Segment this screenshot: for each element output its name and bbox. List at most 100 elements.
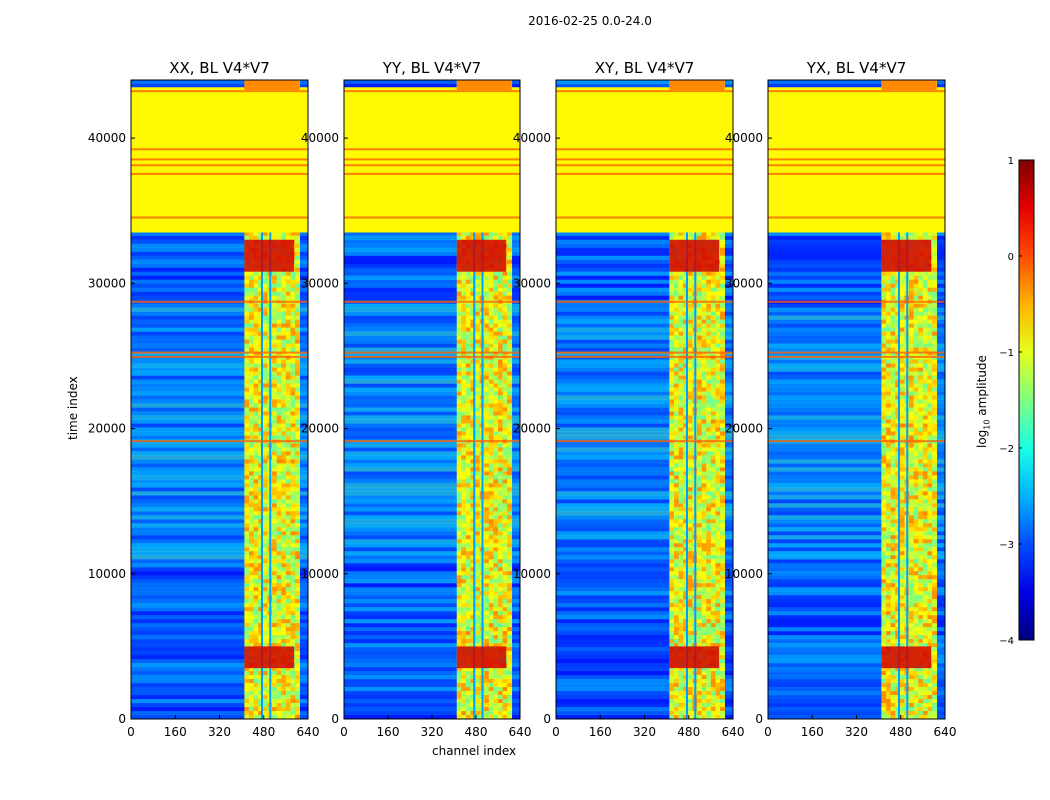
heatmap-band-cell [461,323,467,328]
heatmap-band-cell [295,363,301,368]
heatmap-band-cell [488,715,494,720]
heatmap-band-cell [295,427,301,432]
heatmap-row [556,243,733,249]
heatmap-band-cell [502,519,508,524]
heatmap-band-cell [295,395,301,400]
heatmap-band-cell [295,331,301,336]
heatmap-row [344,683,520,688]
heatmap-band-cell [285,571,291,576]
heatmap-band-cell [249,431,254,436]
heatmap-band-cell [456,395,462,400]
heatmap-row [344,80,520,85]
heatmap-row [344,387,520,392]
heatmap-band-cell [488,315,494,320]
heatmap-band-cell [276,287,282,292]
heatmap-row [131,555,308,560]
heatmap-band-cell [249,367,254,372]
heatmap-band-cell [249,407,254,412]
heatmap-band-cell [475,683,480,688]
heatmap-band-cell [276,539,282,544]
heatmap-band-cell [493,519,499,524]
heatmap-band-cell [502,699,508,704]
heatmap-band-cell [507,539,513,544]
heatmap-row [131,619,308,624]
heatmap-band-cell [262,479,268,484]
heatmap-row [131,347,308,352]
heatmap-band-cell [470,471,476,476]
heatmap-band-cell [281,579,287,584]
heatmap-band-cell [470,551,476,556]
heatmap-band-cell [295,347,301,352]
heatmap-band-cell [488,443,494,448]
heatmap-band-cell [258,691,264,696]
heatmap-band-cell [290,423,296,428]
heatmap-band-cell [285,403,291,408]
heatmap-row [131,259,308,265]
heatmap-band-cell [253,671,259,676]
heatmap-band-cell [281,687,287,692]
heatmap-band-cell [502,599,508,604]
heatmap-band-cell [461,487,467,492]
heatmap-row [131,587,308,592]
heatmap-band-cell [249,331,254,336]
heatmap-band-cell [276,667,282,672]
heatmap-band-cell [502,351,508,356]
heatmap-band-cell [244,387,250,392]
heatmap-band-cell [253,695,259,700]
x-tick-label: 640 [509,725,532,739]
heatmap-row [344,607,520,612]
heatmap-band-cell [276,603,282,608]
heatmap-band-cell [493,679,499,684]
heatmap-band-cell [295,579,301,584]
heatmap-band-cell [295,543,301,548]
heatmap-band-cell [253,279,259,284]
heatmap-row [556,591,733,596]
heatmap-band-cell [488,359,494,364]
heatmap-band-cell [465,495,471,500]
heatmap-row [344,579,520,584]
heatmap-band-cell [465,599,471,604]
heatmap-band-cell [281,635,287,640]
heatmap-band-cell [502,703,508,708]
heatmap-band-cell [244,519,250,524]
heatmap-band-cell [276,599,282,604]
heatmap-band-cell [272,595,277,600]
heatmap-band-cell [456,351,462,356]
heatmap-band-cell [461,423,467,428]
heatmap-band-cell [295,491,301,496]
heatmap-band-cell [470,611,476,616]
heatmap-band-cell [507,671,513,676]
heatmap-band-cell [470,283,476,288]
heatmap-band-cell [285,235,291,241]
heatmap-band-cell [470,675,476,680]
heatmap-band-cell [502,411,508,416]
heatmap-band-cell [272,451,277,456]
heatmap-band-cell [507,379,513,384]
heatmap-band-cell [470,447,476,452]
heatmap-band-cell [498,595,503,600]
heatmap-band-cell [249,311,254,316]
heatmap-band-cell [262,507,268,512]
heatmap-band-cell [461,587,467,592]
heatmap-band-cell [461,483,467,488]
heatmap-band-cell [249,379,254,384]
heatmap-band-cell [493,695,499,700]
heatmap-band-cell [493,471,499,476]
heatmap-band-cell [502,435,508,440]
heatmap-band-cell [249,703,254,708]
heatmap-row [556,487,733,492]
heatmap-band-cell [475,679,480,684]
heatmap-row [131,607,308,612]
heatmap-band-cell [488,531,494,536]
heatmap-band-cell [456,575,462,580]
heatmap-band-cell [488,483,494,488]
heatmap-band-cell [465,431,471,436]
heatmap-band-cell [276,675,282,680]
heatmap-band-cell [281,623,287,628]
heatmap-band-cell [276,371,282,376]
heatmap-band-cell [281,519,287,524]
heatmap-band-cell [272,363,277,368]
heatmap-band-cell [502,287,508,292]
heatmap-band-cell [502,295,508,300]
heatmap-band-cell [465,627,471,632]
